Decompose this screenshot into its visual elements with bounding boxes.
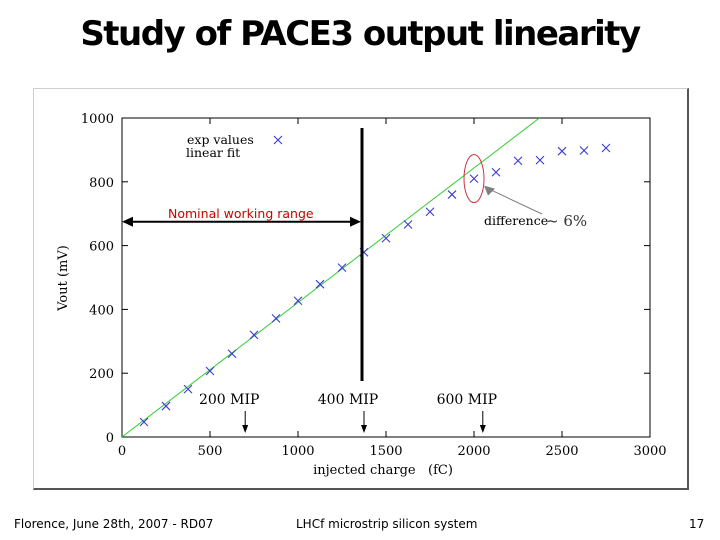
- data-point: [425, 207, 435, 217]
- points-layer: [139, 143, 611, 427]
- fit-layer: [121, 117, 540, 438]
- y-tick-label: 400: [89, 303, 114, 318]
- data-point: [513, 156, 523, 166]
- difference-value: ~ 6%: [546, 212, 587, 230]
- mip-label: 600 MIP: [437, 392, 497, 408]
- data-point: [557, 146, 567, 156]
- data-point: [205, 366, 215, 376]
- data-point: [227, 349, 237, 359]
- mip-arrowhead: [242, 425, 249, 433]
- highlight-ellipse: [463, 154, 485, 204]
- page-number: 17: [689, 517, 705, 531]
- y-tick-label: 0: [106, 431, 114, 446]
- x-tick-label: 0: [118, 444, 126, 459]
- data-point: [535, 155, 545, 165]
- data-point: [139, 417, 149, 427]
- difference-pointer: [487, 188, 543, 215]
- x-axis-label: injected charge (fC): [313, 463, 453, 478]
- y-tick-label: 800: [89, 176, 114, 191]
- y-tick-label: 1000: [81, 112, 114, 127]
- data-point: [403, 220, 413, 229]
- data-point: [271, 313, 281, 323]
- difference-pointer-head: [484, 185, 495, 196]
- mip-label: 200 MIP: [199, 392, 259, 408]
- annotation-layer: Nominal working range difference~ 6% 200 M…: [122, 128, 587, 433]
- x-tick-label: 3000: [633, 444, 666, 459]
- data-point: [337, 263, 347, 272]
- data-point: [491, 167, 501, 177]
- data-point: [381, 233, 391, 243]
- y-axis-label: Vout (mV): [56, 245, 71, 312]
- mip-label: 400 MIP: [318, 392, 378, 408]
- data-point: [447, 190, 457, 199]
- data-point: [579, 146, 589, 155]
- footer-left: Florence, June 28th, 2007 - RD07: [14, 517, 214, 531]
- data-point: [469, 174, 479, 183]
- arrowhead-right: [350, 216, 361, 227]
- plot-border: [121, 117, 651, 438]
- difference-label: difference: [484, 213, 548, 228]
- legend-label-exp: exp values: [187, 132, 254, 147]
- x-tick-label: 1000: [281, 444, 314, 459]
- legend-fit-swatch: [256, 148, 306, 160]
- data-point: [249, 330, 259, 340]
- mip-arrowhead: [361, 425, 367, 433]
- linear-fit-line: [121, 117, 540, 438]
- x-tick-label: 2000: [457, 444, 490, 459]
- data-point: [315, 279, 325, 289]
- legend-label-fit: linear fit: [186, 145, 240, 160]
- nominal-range-label: Nominal working range: [168, 206, 314, 221]
- data-point: [601, 143, 611, 153]
- legend-marker-exp: [273, 135, 283, 145]
- data-point: [161, 401, 171, 411]
- slide-title: Study of PACE3 output linearity: [80, 14, 641, 54]
- footer-center: LHCf microstrip silicon system: [296, 517, 478, 531]
- arrowhead-left: [122, 216, 133, 227]
- y-tick-label: 600: [89, 240, 114, 255]
- mip-arrowhead: [479, 425, 486, 433]
- x-tick-label: 1500: [369, 444, 402, 459]
- data-point: [183, 384, 193, 394]
- data-point: [293, 296, 303, 306]
- axes-layer: 0 500 1000 1500 2000 2500 3000 0 200 400 600 800 100…: [56, 112, 667, 478]
- y-tick-label: 200: [89, 367, 114, 382]
- x-tick-label: 2500: [545, 444, 578, 459]
- x-tick-label: 500: [198, 444, 223, 459]
